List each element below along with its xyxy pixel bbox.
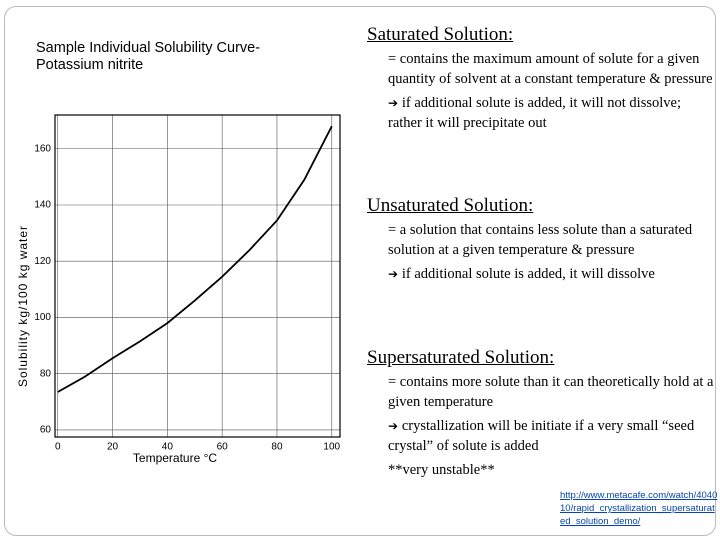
- extra: **very unstable**: [388, 462, 495, 478]
- section: Saturated Solution: = contains the maxim…: [367, 24, 715, 138]
- heading: Unsaturated Solution:: [367, 195, 534, 216]
- note: if additional solute is added, it will d…: [388, 265, 715, 285]
- x-tick-label: 0: [55, 442, 61, 453]
- section: Supersaturated Solution: = contains more…: [367, 347, 715, 486]
- heading: Supersaturated Solution:: [367, 347, 555, 368]
- slide-frame: [4, 6, 716, 536]
- note: if additional solute is added, it will n…: [388, 94, 715, 133]
- note: crystallization will be initiate if a ve…: [388, 417, 715, 456]
- y-axis-label: Solubility kg/100 kg water: [16, 225, 30, 387]
- definition: = contains the maximum amount of solute …: [388, 51, 713, 87]
- chart: 0 20 40 60 80 100 60 80 100 120 140 160 Temperature …: [16, 114, 341, 465]
- x-tick-label: 40: [162, 442, 174, 453]
- definition: = a solution that contains less solute t…: [388, 222, 693, 258]
- chart-title: Sample Individual Solubility Curve- Pota…: [36, 40, 261, 73]
- y-tick-label: 140: [34, 200, 51, 211]
- link[interactable]: http://www.metacafe.com/watch/404010/rap…: [560, 490, 718, 527]
- x-tick-label: 20: [107, 442, 119, 453]
- x-tick-label: 60: [217, 442, 229, 453]
- plot-frame: [54, 114, 341, 438]
- y-tick-label: 80: [40, 368, 52, 379]
- x-tick-label: 100: [323, 442, 340, 453]
- definition: = contains more solute than it can theor…: [388, 374, 714, 410]
- curve: [57, 125, 333, 393]
- section: Unsaturated Solution: = a solution that …: [367, 195, 715, 290]
- y-tick-label: 100: [34, 312, 51, 323]
- heading: Saturated Solution:: [367, 24, 514, 45]
- y-tick-label: 120: [34, 256, 51, 267]
- y-tick-label: 160: [34, 143, 51, 154]
- y-tick-label: 60: [40, 425, 52, 436]
- x-axis-label: Temperature °C: [133, 451, 217, 465]
- x-tick-label: 80: [271, 442, 283, 453]
